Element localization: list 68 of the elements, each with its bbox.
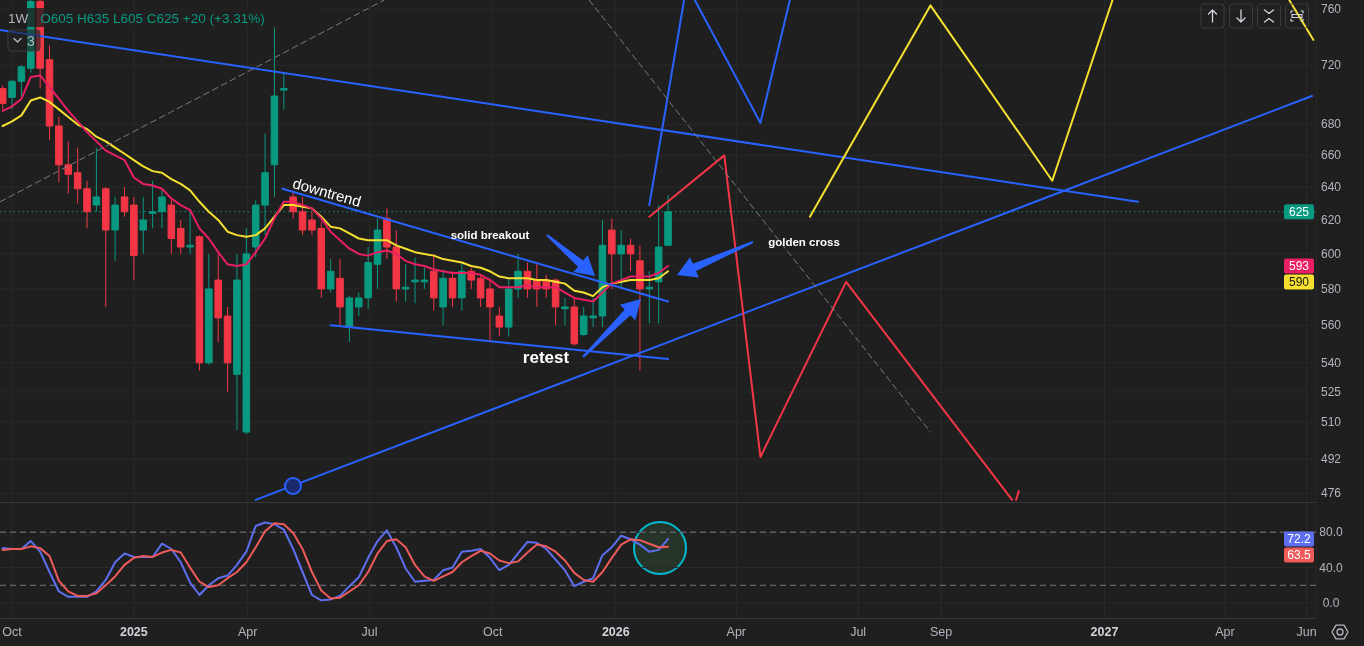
annotation: 3 <box>27 33 36 49</box>
y-tick-label: 510 <box>1320 414 1342 429</box>
x-tick-label: Oct <box>482 625 503 639</box>
ref-line-label: 625 <box>1288 204 1310 219</box>
y-tick-label: 40.0 <box>1319 560 1343 575</box>
candlestick <box>167 198 176 255</box>
candlestick <box>429 253 438 312</box>
candlestick <box>336 258 344 326</box>
candlestick <box>608 217 616 290</box>
y-tick-label: 476 <box>1320 486 1342 501</box>
y-tick-label: 600 <box>1320 246 1342 261</box>
y-tick-label: 660 <box>1320 148 1342 163</box>
y-tick-label: 80.0 <box>1319 525 1343 540</box>
annotation: golden cross <box>768 236 840 248</box>
candlestick <box>120 186 129 218</box>
candlestick <box>617 229 625 290</box>
y-tick-label: 492 <box>1320 452 1342 467</box>
y-tick-label: 620 <box>1320 212 1342 227</box>
y-tick-label: 560 <box>1320 318 1342 333</box>
x-tick-label: 2027 <box>1090 625 1119 639</box>
y-tick-label: 680 <box>1320 117 1342 132</box>
x-tick-label: Sep <box>930 625 953 639</box>
candlestick <box>270 26 279 198</box>
y-tick-label: 640 <box>1320 180 1342 195</box>
candlestick <box>401 263 410 303</box>
candlestick <box>176 219 185 255</box>
y-tick-label: 720 <box>1320 58 1342 73</box>
x-tick-label: 2026 <box>601 625 630 639</box>
candlestick <box>495 306 504 337</box>
candlestick <box>636 244 644 372</box>
candlestick <box>101 186 110 308</box>
candlestick <box>458 262 466 312</box>
x-tick-label: Jul <box>361 625 378 639</box>
candlestick <box>130 196 138 281</box>
x-tick-label: Apr <box>726 625 747 639</box>
candlestick <box>205 253 213 366</box>
y-tick-label: 525 <box>1320 384 1342 399</box>
annotation: solid breakout <box>450 229 530 241</box>
candlestick <box>0 85 7 110</box>
x-tick-label: Jul <box>850 625 867 639</box>
candlestick <box>186 209 194 255</box>
x-tick-label: Apr <box>237 625 258 639</box>
candlestick <box>326 258 335 294</box>
y-tick-label: 580 <box>1320 281 1342 296</box>
text: 1W <box>8 10 29 25</box>
candlestick <box>561 297 569 326</box>
x-tick-label: Apr <box>1215 625 1235 639</box>
annotation: 590 <box>1288 275 1310 290</box>
annotation: 593 <box>1288 259 1310 274</box>
candlestick <box>111 196 119 262</box>
x-tick-label: Jun <box>1296 625 1317 639</box>
y-tick-label: 0.0 <box>1322 595 1340 610</box>
candlestick <box>223 306 232 393</box>
candlestick <box>448 270 457 308</box>
y-tick-label: 760 <box>1320 2 1342 17</box>
candlestick <box>214 253 222 343</box>
annotation: retest <box>522 347 570 367</box>
candlestick <box>570 297 579 347</box>
x-tick-label: 2025 <box>119 625 148 639</box>
candlestick <box>345 295 354 343</box>
candlestick <box>626 238 635 272</box>
y-tick-label: 540 <box>1320 355 1342 370</box>
candlestick <box>645 270 654 324</box>
text: O605 H635 L605 C625 +20 (+3.31%) <box>40 10 265 25</box>
x-tick-label: Oct <box>2 625 23 639</box>
candlestick <box>280 72 288 110</box>
candlestick <box>439 269 447 326</box>
candlestick <box>195 234 204 372</box>
